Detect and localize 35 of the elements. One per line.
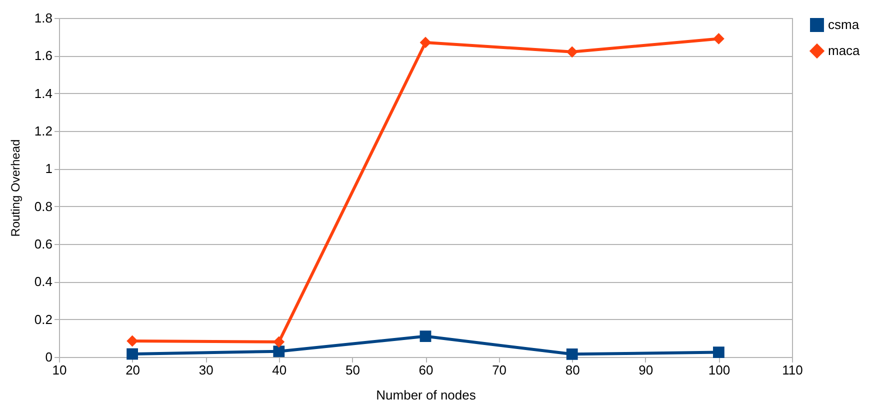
y-tick-label: 1 (45, 161, 52, 176)
x-tick-label: 30 (198, 362, 214, 378)
x-tick-label: 70 (492, 362, 507, 378)
point (566, 348, 578, 360)
x-tick-label: 10 (52, 362, 67, 378)
y-tick-label: 1.4 (34, 86, 52, 101)
y-tick-label: 0 (45, 350, 52, 364)
legend-label: csma (828, 17, 860, 32)
point (126, 335, 138, 347)
x-tick-label: 80 (565, 362, 580, 378)
legend-label: maca (828, 43, 861, 58)
point (273, 336, 285, 348)
x-tick-label: 90 (638, 362, 654, 378)
point (713, 346, 724, 358)
y-tick-label: 1.2 (34, 124, 52, 138)
y-tick-label: 0.2 (34, 312, 52, 327)
y-tick-label: 1.6 (34, 48, 52, 64)
x-axis-title: Number of nodes (376, 388, 476, 402)
point (420, 330, 432, 342)
x-tick-label: 100 (708, 362, 730, 378)
y-axis-title: Routing Overhead (8, 139, 22, 237)
x-tick-label: 50 (345, 362, 360, 378)
y-tick-label: 1.8 (34, 10, 52, 26)
x-tick-label: 40 (272, 362, 287, 378)
y-tick-label: 0.6 (34, 236, 52, 252)
point (273, 346, 285, 358)
y-tick-label: 0.4 (34, 274, 52, 290)
point (566, 46, 578, 58)
x-tick-label: 110 (782, 362, 803, 378)
point (126, 348, 138, 360)
y-tick-label: 0.8 (34, 198, 52, 214)
x-tick-label: 20 (126, 362, 140, 378)
x-tick-label: 60 (418, 362, 434, 378)
point (713, 33, 724, 44)
point (420, 36, 432, 48)
